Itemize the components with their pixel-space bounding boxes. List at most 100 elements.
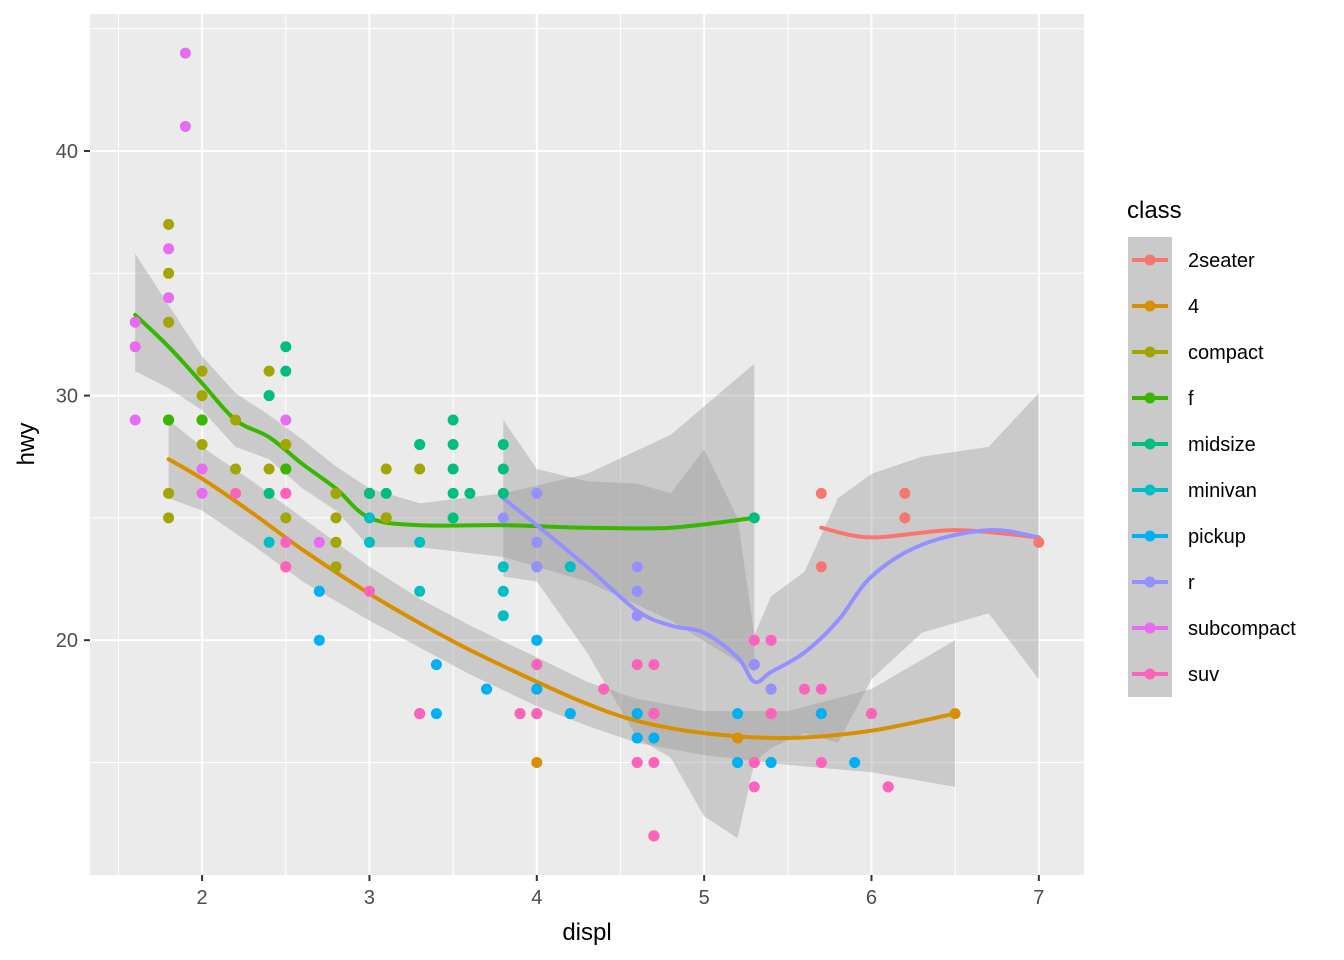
legend-key-point-minivan: [1144, 484, 1156, 496]
panel-background: [90, 14, 1084, 875]
legend-label-compact: compact: [1188, 342, 1264, 364]
point-2seater: [815, 487, 827, 499]
confidence-band-4: [168, 420, 956, 787]
point-midsize: [263, 487, 275, 499]
x-tick-label: 5: [699, 887, 710, 909]
point-compact: [280, 512, 292, 524]
point-r: [631, 561, 643, 573]
point-compact: [196, 365, 208, 377]
point-2seater: [1033, 536, 1045, 548]
y-tick-label: 20: [56, 630, 78, 652]
x-tick-label: 4: [531, 887, 542, 909]
point-compact: [280, 439, 292, 450]
point-pickup: [481, 683, 493, 695]
point-pickup: [648, 732, 660, 744]
point-suv: [765, 708, 777, 720]
legend-key-point-r: [1144, 576, 1156, 588]
point-pickup: [531, 683, 543, 695]
point-suv: [765, 634, 777, 646]
point-midsize: [447, 439, 459, 450]
point-compact: [196, 390, 208, 402]
point-f: [163, 414, 175, 426]
point-compact: [380, 463, 392, 475]
legend-key-point-pickup: [1144, 530, 1156, 542]
legend-label-2seater: 2seater: [1188, 250, 1255, 272]
point-compact: [263, 365, 275, 377]
point-suv: [648, 708, 660, 720]
point-4: [531, 757, 543, 768]
x-tick-label: 6: [866, 887, 877, 909]
point-suv: [648, 659, 660, 671]
point-suv: [414, 708, 426, 720]
y-tick-label: 40: [56, 141, 78, 163]
point-compact: [330, 536, 342, 548]
y-axis-ticks: 20 30 40: [56, 141, 90, 652]
point-midsize: [280, 341, 292, 353]
point-subcompact: [129, 341, 141, 353]
point-compact: [330, 512, 342, 524]
point-pickup: [531, 634, 543, 646]
legend-key-point-midsize: [1144, 438, 1156, 450]
point-pickup: [564, 708, 576, 720]
y-axis-title: hwy: [13, 423, 40, 466]
legend-key-point-compact: [1144, 346, 1156, 358]
point-pickup: [430, 659, 442, 671]
legend-label-midsize: midsize: [1188, 434, 1256, 456]
point-suv: [364, 585, 375, 597]
point-midsize: [748, 512, 760, 524]
point-minivan: [497, 610, 509, 622]
point-suv: [648, 830, 660, 842]
confidence-band-r: [503, 393, 1039, 839]
legend-label-pickup: pickup: [1188, 526, 1246, 548]
point-midsize: [380, 487, 392, 499]
legend-key-point-2seater: [1144, 254, 1156, 266]
point-minivan: [564, 561, 576, 573]
legend-key-background: [1128, 237, 1172, 697]
point-midsize: [280, 365, 292, 377]
point-midsize: [497, 439, 509, 450]
point-r: [765, 683, 777, 695]
smooth-lines: [133, 312, 1041, 741]
point-r: [531, 487, 543, 499]
point-suv: [799, 683, 810, 695]
point-suv: [882, 781, 894, 793]
point-minivan: [263, 536, 275, 548]
point-r: [631, 610, 643, 622]
point-minivan: [414, 585, 426, 597]
point-compact: [414, 463, 426, 475]
point-subcompact: [280, 414, 292, 426]
point-r: [748, 659, 760, 671]
point-4: [732, 732, 744, 744]
point-pickup: [815, 708, 827, 720]
point-pickup: [430, 708, 442, 720]
point-suv: [631, 659, 643, 671]
smooth-line-r: [501, 496, 1041, 685]
smooth-line-2seater: [819, 525, 1041, 540]
point-midsize: [263, 390, 275, 402]
point-suv: [748, 634, 760, 646]
point-suv: [280, 487, 292, 499]
x-tick-label: 2: [197, 887, 208, 909]
point-suv: [531, 708, 543, 720]
legend-label-f: f: [1188, 388, 1194, 410]
point-pickup: [313, 585, 325, 597]
point-pickup: [631, 708, 643, 720]
x-tick-label: 3: [364, 887, 375, 909]
point-subcompact: [196, 487, 208, 499]
point-midsize: [464, 487, 476, 499]
legend-key-point-4: [1144, 300, 1156, 312]
y-tick-label: 30: [56, 386, 78, 408]
legend-label-subcompact: subcompact: [1188, 618, 1296, 640]
x-tick-label: 7: [1033, 887, 1044, 909]
confidence-bands: [135, 253, 1039, 839]
point-suv: [748, 757, 760, 768]
point-f: [196, 414, 208, 426]
point-midsize: [447, 414, 459, 426]
point-subcompact: [179, 47, 191, 59]
point-compact: [163, 316, 175, 328]
point-compact: [163, 512, 175, 524]
point-midsize: [497, 463, 509, 475]
point-suv: [598, 683, 610, 695]
point-2seater: [899, 512, 911, 524]
